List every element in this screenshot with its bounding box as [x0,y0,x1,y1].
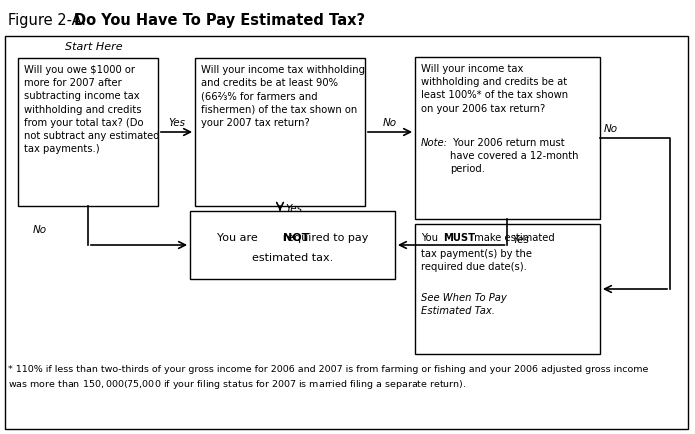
Text: Start Here: Start Here [65,42,122,52]
Text: NOT: NOT [284,233,310,243]
Text: make estimated: make estimated [471,233,555,243]
Bar [190,211,395,279]
Text: Will you owe $1000 or
more for 2007 after
subtracting income tax
withholding and: Will you owe $1000 or more for 2007 afte… [24,65,160,154]
Text: tax payment(s) by the
required due date(s).: tax payment(s) by the required due date(… [421,248,532,272]
Text: Your 2006 return must
have covered a 12-month
period.: Your 2006 return must have covered a 12-… [450,138,578,174]
Text: Will your income tax
withholding and credits be at
least 100%* of the tax shown
: Will your income tax withholding and cre… [421,64,568,113]
Text: You are          required to pay: You are required to pay [217,233,368,243]
Text: Note:: Note: [421,138,448,148]
Bar [415,224,600,354]
Text: * 110% if less than two-thirds of your gross income for 2006 and 2007 is from fa: * 110% if less than two-thirds of your g… [8,364,648,390]
Bar [415,58,600,220]
Text: Will your income tax withholding
and credits be at least 90%
(66⅔% for farmers a: Will your income tax withholding and cre… [201,65,365,128]
Text: Yes: Yes [512,234,530,244]
Text: You: You [421,233,441,243]
Text: Figure 2-A.: Figure 2-A. [8,13,91,28]
Bar [195,59,365,207]
Text: estimated tax.: estimated tax. [252,253,333,263]
Text: See When To Pay
Estimated Tax.: See When To Pay Estimated Tax. [421,293,507,316]
Text: Do You Have To Pay Estimated Tax?: Do You Have To Pay Estimated Tax? [74,13,365,28]
Text: No: No [604,124,618,134]
Text: Yes: Yes [285,204,302,214]
Text: Yes: Yes [168,118,185,128]
Text: No: No [383,118,397,128]
Text: No: No [33,224,47,234]
Bar [18,59,158,207]
Text: MUST: MUST [443,233,475,243]
